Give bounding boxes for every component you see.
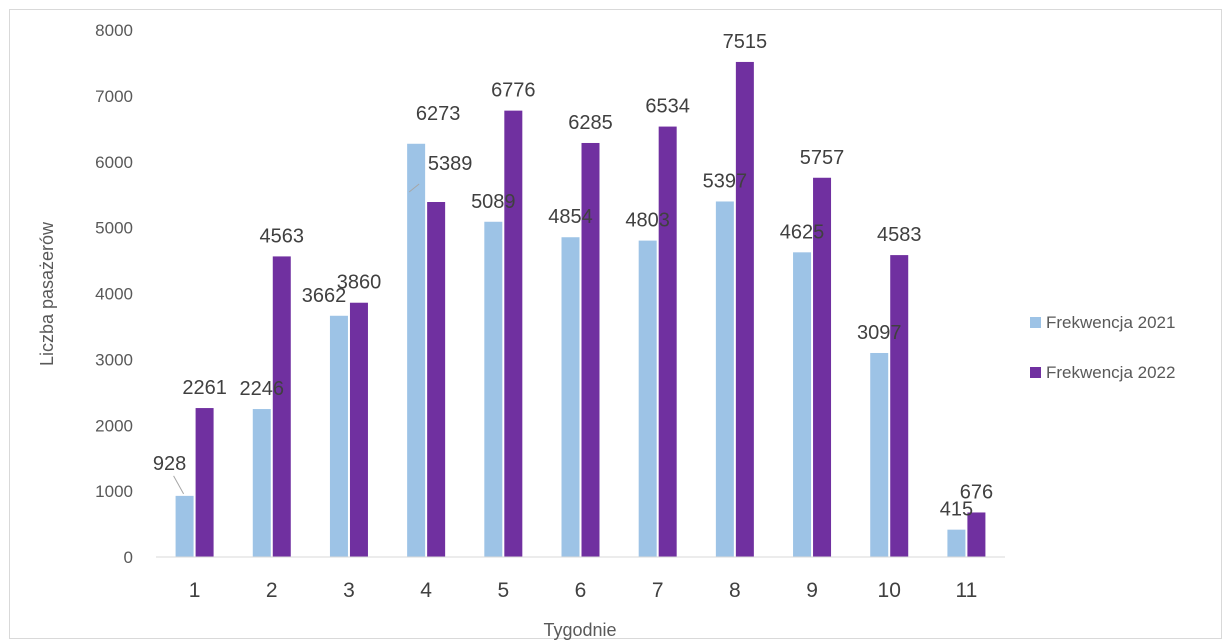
data-label: 415 <box>940 499 973 521</box>
y-tick-label: 7000 <box>95 87 133 106</box>
bar-2022 <box>427 201 446 557</box>
data-label: 6273 <box>416 103 461 125</box>
data-label: 2261 <box>182 377 227 399</box>
x-axis-ticks: 1 2 3 4 5 6 7 8 9 10 11 <box>189 579 978 602</box>
bar-2022 <box>272 256 291 557</box>
legend: Frekwencja 2021 Frekwencja 2022 <box>1030 313 1175 382</box>
x-tick-label: 1 <box>189 579 201 602</box>
bar-2022 <box>195 408 214 557</box>
y-tick-label: 6000 <box>95 153 133 172</box>
y-tick-label: 5000 <box>95 219 133 238</box>
x-tick-label: 9 <box>806 579 818 602</box>
y-tick-label: 0 <box>124 548 133 567</box>
y-tick-label: 4000 <box>95 285 133 304</box>
data-labels: 928 2246 3662 6273 5089 4854 4803 5397 4625 3097 4… <box>153 31 993 521</box>
x-tick-label: 7 <box>652 579 664 602</box>
data-label: 4563 <box>260 225 305 247</box>
bar-2022 <box>890 255 909 557</box>
bar-2022 <box>735 61 754 558</box>
x-axis-title: Tygodnie <box>543 620 616 640</box>
x-tick-label: 11 <box>956 579 978 602</box>
data-label: 5757 <box>800 147 845 169</box>
data-label: 2246 <box>240 378 285 400</box>
x-tick-label: 10 <box>878 579 901 602</box>
bar-2021 <box>329 315 348 557</box>
bar-2021 <box>793 252 812 557</box>
y-axis-ticks: 0 1000 2000 3000 4000 5000 6000 7000 8000 <box>95 21 133 567</box>
leader-line <box>408 183 420 193</box>
data-label: 7515 <box>723 31 768 53</box>
bar-2021 <box>947 529 966 557</box>
bar-2021 <box>870 352 889 557</box>
data-label: 6534 <box>645 96 690 118</box>
data-label: 6285 <box>568 112 613 134</box>
bar-2021 <box>561 237 580 558</box>
bar-2021 <box>638 240 657 558</box>
x-tick-label: 8 <box>729 579 741 602</box>
x-tick-label: 2 <box>266 579 278 602</box>
bar-2022 <box>581 142 600 557</box>
y-tick-label: 3000 <box>95 350 133 369</box>
bar-2022 <box>504 110 523 558</box>
data-label: 5089 <box>471 191 516 213</box>
data-label: 5389 <box>428 153 473 175</box>
y-tick-label: 8000 <box>95 21 133 40</box>
bar-2022 <box>967 512 986 557</box>
data-label: 928 <box>153 453 186 475</box>
y-tick-label: 1000 <box>95 482 133 501</box>
x-tick-label: 5 <box>497 579 509 602</box>
bar-2021 <box>252 409 271 557</box>
data-label: 6776 <box>491 80 536 102</box>
y-tick-label: 2000 <box>95 416 133 435</box>
bar-2021 <box>175 495 194 557</box>
data-label: 3860 <box>337 272 382 294</box>
leader-line <box>173 475 185 495</box>
x-tick-label: 3 <box>343 579 355 602</box>
data-label: 4583 <box>877 224 922 246</box>
bar-2022 <box>349 302 368 557</box>
bar-2022 <box>813 177 832 557</box>
data-label: 3662 <box>302 285 347 307</box>
data-label: 676 <box>960 481 993 503</box>
bar-2021 <box>715 201 734 557</box>
data-label: 4625 <box>780 221 825 243</box>
legend-swatch <box>1030 317 1041 328</box>
bar-2021 <box>407 143 426 558</box>
x-tick-label: 4 <box>420 579 432 602</box>
bar-2022 <box>658 126 677 557</box>
legend-swatch <box>1030 367 1041 378</box>
bar-2021 <box>484 221 503 557</box>
data-label: 4854 <box>548 206 593 228</box>
y-axis-title: Liczba pasażerów <box>37 221 57 366</box>
legend-label: Frekwencja 2022 <box>1046 363 1175 382</box>
data-label: 3097 <box>857 322 902 344</box>
data-label: 5397 <box>703 170 748 192</box>
x-tick-label: 6 <box>575 579 587 602</box>
data-label: 4803 <box>625 210 670 232</box>
legend-label: Frekwencja 2021 <box>1046 313 1175 332</box>
bars <box>175 61 986 558</box>
